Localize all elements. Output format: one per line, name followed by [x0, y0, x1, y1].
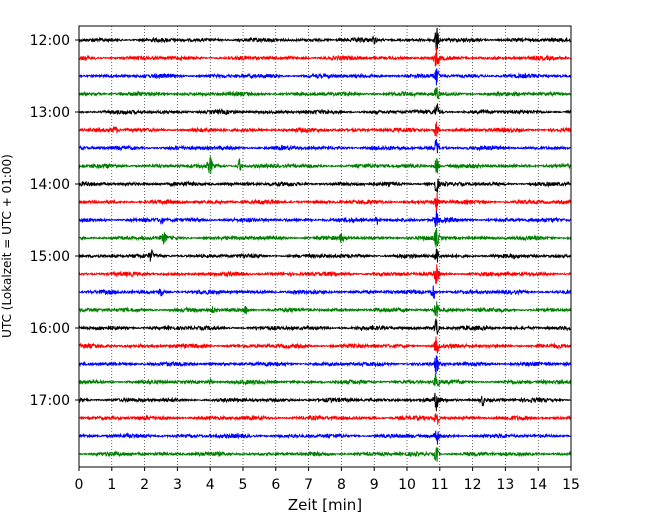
x-axis-label: Zeit [min] [288, 496, 362, 514]
trace-1715 [78, 413, 572, 425]
x-axis-ticks: 0 1 2 3 4 5 6 7 8 9 10 11 12 13 14 15 [75, 467, 580, 493]
y-axis-label: UTC (Lokalzeit = UTC + 01:00) [0, 154, 14, 338]
seismic-traces [78, 27, 572, 462]
y-tick-label: 12:00 [30, 33, 70, 49]
trace-1530 [78, 285, 572, 299]
y-tick-label: 13:00 [30, 105, 70, 121]
trace-1515 [78, 264, 572, 285]
trace-1630 [78, 355, 572, 375]
x-tick-label: 6 [271, 477, 280, 493]
y-tick-label: 14:00 [30, 177, 70, 193]
trace-1730 [78, 430, 572, 445]
x-tick-label: 4 [206, 477, 215, 493]
plot-frame [78, 25, 572, 468]
trace-1215 [78, 47, 572, 67]
x-tick-label: 15 [562, 477, 580, 493]
trace-1245 [78, 87, 572, 100]
y-tick-label: 17:00 [30, 393, 70, 409]
trace-1330 [78, 138, 572, 154]
x-tick-label: 1 [107, 477, 116, 493]
x-tick-label: 5 [239, 477, 248, 493]
trace-1745 [78, 447, 572, 462]
trace-1600 [78, 318, 572, 336]
x-tick-label: 11 [431, 477, 449, 493]
x-tick-label: 9 [370, 477, 379, 493]
x-tick-label: 12 [464, 477, 482, 493]
x-tick-label: 14 [529, 477, 547, 493]
trace-1300 [78, 103, 572, 116]
trace-1315 [78, 121, 572, 137]
x-tick-label: 7 [304, 477, 313, 493]
x-tick-label: 13 [496, 477, 514, 493]
trace-1415 [78, 192, 572, 212]
trace-1645 [78, 373, 572, 387]
plot-background [79, 26, 571, 467]
trace-1615 [78, 336, 572, 355]
trace-1700 [78, 392, 572, 412]
y-tick-label: 15:00 [30, 249, 70, 265]
trace-1200 [78, 27, 572, 51]
trace-1545 [78, 301, 572, 318]
trace-1345 [78, 155, 572, 174]
x-tick-label: 3 [173, 477, 182, 493]
x-tick-label: 0 [75, 477, 84, 493]
y-tick-label: 16:00 [30, 321, 70, 337]
trace-1230 [78, 68, 572, 86]
y-axis-ticks: 12:00 13:00 14:00 15:00 16:00 17:00 [30, 33, 79, 409]
x-tick-label: 10 [398, 477, 416, 493]
x-tick-label: 2 [140, 477, 149, 493]
x-tick-label: 8 [337, 477, 346, 493]
trace-1500 [78, 248, 572, 263]
trace-1400 [78, 177, 572, 193]
trace-1445 [78, 227, 572, 248]
trace-1430 [78, 210, 572, 228]
